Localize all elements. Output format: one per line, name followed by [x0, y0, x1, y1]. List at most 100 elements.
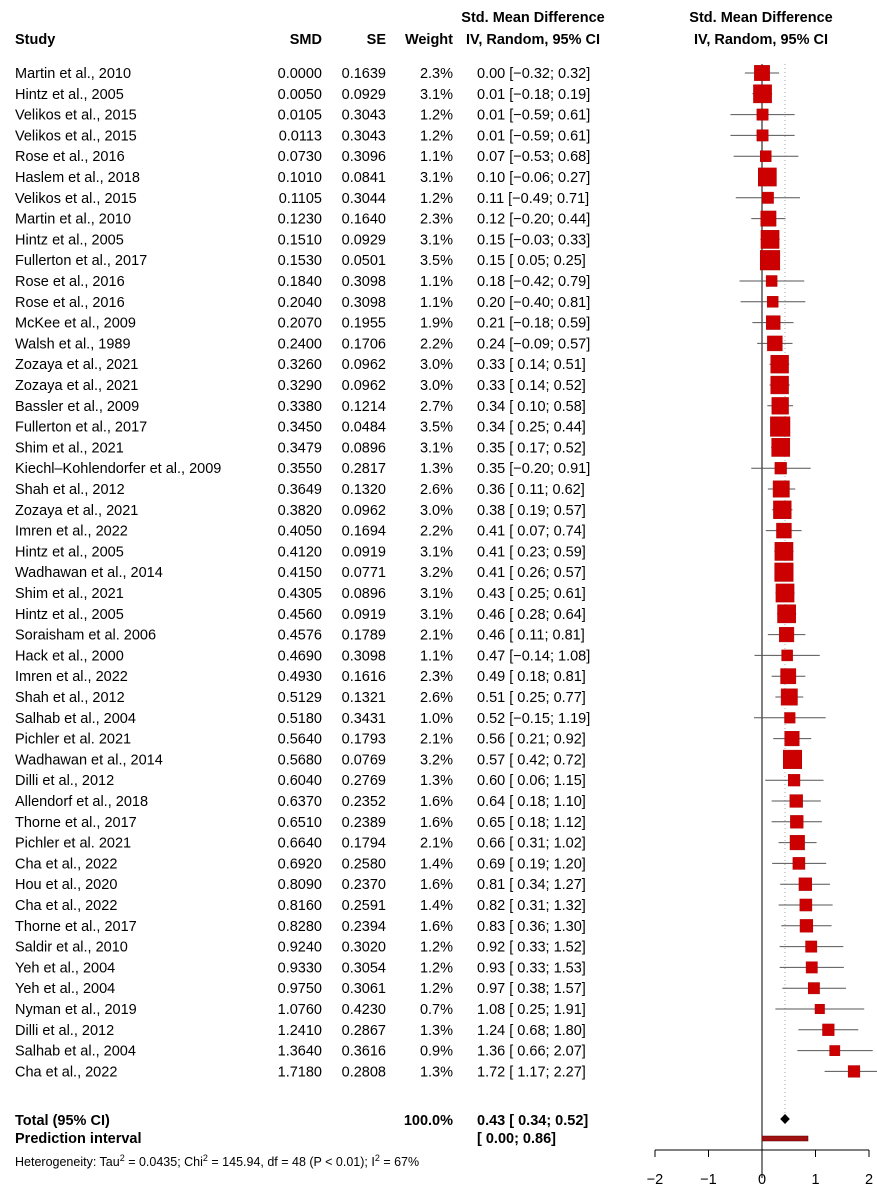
ci-text: 0.35 [ 0.17; 0.52]	[477, 440, 586, 456]
ci-text: 0.18 [−0.42; 0.79]	[477, 274, 590, 290]
header-plot-line2: IV, Random, 95% CI	[694, 32, 828, 48]
study-estimate-box	[807, 982, 820, 995]
weight-value: 1.2%	[420, 940, 453, 956]
study-estimate-box	[822, 1023, 835, 1036]
study-name: Martin et al., 2010	[15, 66, 131, 82]
study-name: Allendorf et al., 2018	[15, 794, 148, 810]
se-value: 0.3054	[342, 960, 386, 976]
weight-value: 1.3%	[420, 1023, 453, 1039]
ci-text: 0.57 [ 0.42; 0.72]	[477, 752, 586, 768]
study-name: Thorne et al., 2017	[15, 919, 137, 935]
study-name: Hintz et al., 2005	[15, 87, 124, 103]
se-value: 0.1789	[342, 628, 386, 644]
ci-text: 0.36 [ 0.11; 0.62]	[477, 482, 585, 498]
study-name: Shah et al., 2012	[15, 690, 125, 706]
smd-value: 1.2410	[278, 1023, 322, 1039]
smd-value: 0.2400	[278, 336, 322, 352]
het-mid2: = 145.94, df = 48 (P < 0.01); I	[208, 1155, 375, 1169]
se-value: 0.1616	[342, 669, 386, 685]
study-estimate-box	[789, 794, 803, 808]
ci-text: 0.01 [−0.59; 0.61]	[477, 108, 590, 124]
weight-value: 2.1%	[420, 628, 453, 644]
weight-value: 3.1%	[420, 170, 453, 186]
se-value: 0.2769	[342, 773, 386, 789]
study-name: Shim et al., 2021	[15, 586, 124, 602]
smd-value: 0.8280	[278, 919, 322, 935]
smd-value: 0.8160	[278, 898, 322, 914]
study-estimate-box	[774, 542, 794, 561]
study-name: Haslem et al., 2018	[15, 170, 140, 186]
weight-value: 3.1%	[420, 232, 453, 248]
study-name: Imren et al., 2022	[15, 669, 128, 685]
study-name: Bassler et al., 2009	[15, 399, 139, 415]
study-estimate-box	[766, 315, 781, 330]
study-name: Salhab et al., 2004	[15, 711, 136, 727]
ci-text: 0.35 [−0.20; 0.91]	[477, 461, 590, 477]
smd-value: 0.3649	[278, 482, 322, 498]
smd-value: 0.6640	[278, 836, 322, 852]
study-name: Martin et al., 2010	[15, 212, 131, 228]
study-name: Walsh et al., 1989	[15, 336, 131, 352]
smd-value: 1.0760	[278, 1002, 322, 1018]
study-estimate-box	[773, 500, 792, 519]
study-estimate-box	[780, 668, 797, 685]
x-axis: −2 −1 0 1 2	[647, 1149, 873, 1188]
ci-text: 0.01 [−0.59; 0.61]	[477, 128, 590, 144]
se-value: 0.3616	[342, 1044, 386, 1060]
weight-value: 2.3%	[420, 669, 453, 685]
se-value: 0.1955	[342, 316, 386, 332]
ci-text: 0.33 [ 0.14; 0.51]	[477, 357, 586, 373]
study-estimate-box	[781, 649, 793, 662]
weight-value: 1.6%	[420, 815, 453, 831]
study-name: Zozaya et al., 2021	[15, 357, 138, 373]
study-estimate-box	[776, 522, 792, 539]
smd-value: 0.4690	[278, 648, 322, 664]
se-value: 0.3020	[342, 940, 386, 956]
weight-value: 2.3%	[420, 66, 453, 82]
se-value: 0.2867	[342, 1023, 386, 1039]
header-smd: SMD	[290, 32, 322, 48]
se-value: 0.2370	[342, 877, 386, 893]
study-estimate-box	[772, 480, 790, 498]
study-estimate-box	[779, 627, 795, 643]
study-estimate-box	[847, 1065, 861, 1078]
smd-value: 0.4150	[278, 565, 322, 581]
study-estimate-box	[767, 335, 783, 352]
weight-value: 1.1%	[420, 295, 453, 311]
smd-value: 0.3820	[278, 503, 322, 519]
total-ci: 0.43 [ 0.34; 0.52]	[477, 1113, 588, 1129]
se-value: 0.0929	[342, 232, 386, 248]
ci-text: 0.15 [−0.03; 0.33]	[477, 232, 590, 248]
study-estimate-box	[754, 65, 770, 81]
het-i-sup: 2	[375, 1153, 380, 1163]
ci-text: 0.11 [−0.49; 0.71]	[477, 191, 589, 207]
ci-text: 0.56 [ 0.21; 0.92]	[477, 732, 586, 748]
weight-value: 2.6%	[420, 482, 453, 498]
study-name: Zozaya et al., 2021	[15, 503, 138, 519]
weight-value: 1.0%	[420, 711, 453, 727]
ci-text: 1.24 [ 0.68; 1.80]	[477, 1023, 586, 1039]
smd-value: 0.2070	[278, 316, 322, 332]
se-value: 0.0896	[342, 586, 386, 602]
se-value: 0.1694	[342, 524, 386, 540]
study-name: Shah et al., 2012	[15, 482, 125, 498]
study-name: Saldir et al., 2010	[15, 940, 128, 956]
plot-marks	[730, 64, 877, 1178]
study-estimate-box	[805, 940, 818, 953]
smd-value: 0.6370	[278, 794, 322, 810]
se-value: 0.1214	[342, 399, 386, 415]
smd-value: 0.4576	[278, 628, 322, 644]
smd-value: 0.4120	[278, 544, 322, 560]
se-value: 0.1639	[342, 66, 386, 82]
weight-value: 1.3%	[420, 461, 453, 477]
study-name: Shim et al., 2021	[15, 440, 124, 456]
study-estimate-box	[774, 562, 794, 582]
ci-text: 0.46 [ 0.28; 0.64]	[477, 607, 586, 623]
study-name: Velikos et al., 2015	[15, 128, 137, 144]
header-ci-line2: IV, Random, 95% CI	[466, 32, 600, 48]
study-estimate-box	[784, 731, 800, 747]
ci-text: 0.07 [−0.53; 0.68]	[477, 149, 590, 165]
weight-value: 3.2%	[420, 565, 453, 581]
se-value: 0.3043	[342, 128, 386, 144]
